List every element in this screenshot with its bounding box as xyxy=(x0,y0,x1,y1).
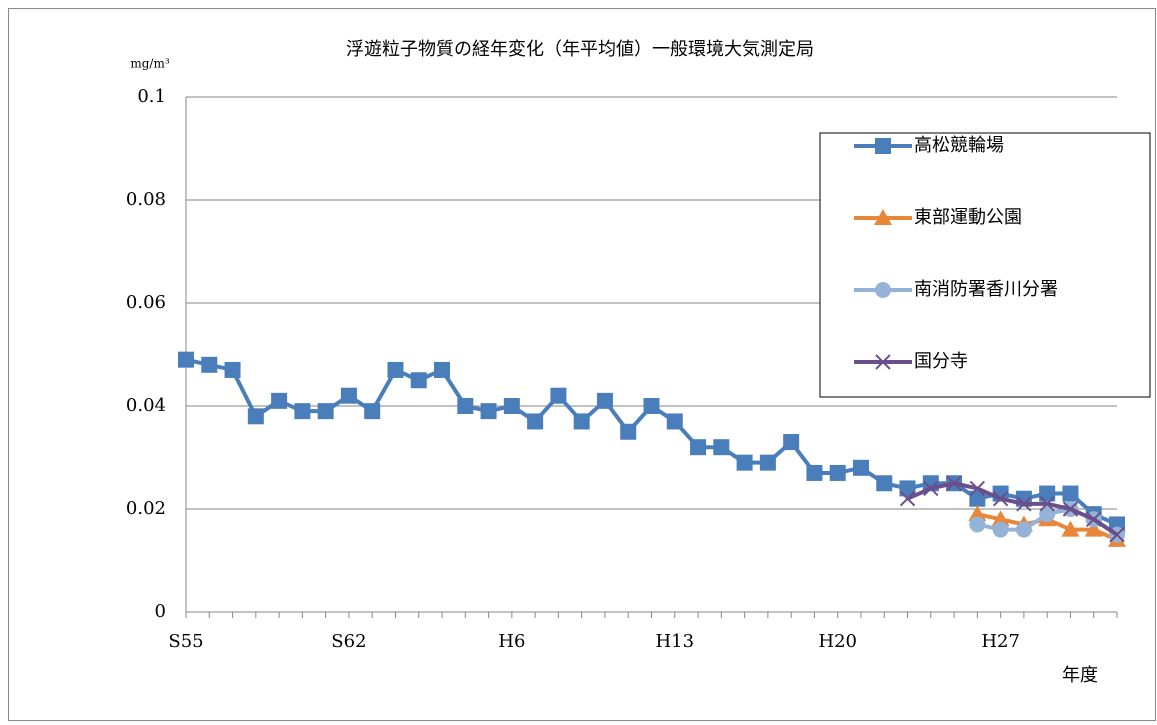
data-point xyxy=(503,398,520,414)
y-unit: mg/m³ xyxy=(130,57,169,71)
data-point xyxy=(573,413,590,430)
legend-marker xyxy=(875,354,891,370)
data-point xyxy=(410,372,427,389)
data-point xyxy=(969,480,986,497)
data-point xyxy=(899,490,916,507)
y-tick-label: 0.08 xyxy=(126,189,166,210)
data-point xyxy=(923,480,939,497)
data-point xyxy=(294,403,311,420)
legend-marker xyxy=(875,138,891,154)
data-point xyxy=(806,464,823,481)
data-point xyxy=(876,475,893,492)
series-line xyxy=(906,481,1119,537)
legend-marker xyxy=(874,209,892,225)
y-tick-label: 0.06 xyxy=(126,292,166,313)
data-point xyxy=(783,434,800,451)
x-tick-label: H13 xyxy=(655,631,694,652)
data-point xyxy=(620,423,637,440)
data-point xyxy=(713,439,730,456)
data-point xyxy=(340,387,357,404)
data-point xyxy=(969,490,986,507)
data-point xyxy=(434,361,451,378)
legend-marker xyxy=(875,282,891,298)
data-point xyxy=(201,356,218,373)
y-tick-label: 0.1 xyxy=(137,86,166,107)
legend-label: 高松競輪場 xyxy=(914,135,1004,156)
data-point xyxy=(829,464,846,481)
data-point xyxy=(992,521,1009,538)
data-point xyxy=(387,361,404,378)
data-point xyxy=(317,403,334,420)
data-point xyxy=(968,505,987,522)
data-point xyxy=(1039,496,1055,512)
data-point xyxy=(1084,520,1103,537)
legend-label: 国分寺 xyxy=(914,351,968,372)
legend-label: 南消防署香川分署 xyxy=(914,279,1058,300)
data-point xyxy=(1109,527,1125,543)
legend-box xyxy=(819,132,1151,398)
data-point xyxy=(690,439,707,456)
data-point xyxy=(666,413,683,430)
data-point xyxy=(1062,485,1079,502)
y-tick-label: 0.04 xyxy=(126,395,166,416)
data-point xyxy=(1016,496,1032,512)
data-point xyxy=(550,387,567,404)
x-tick-label: S62 xyxy=(331,631,366,652)
data-point xyxy=(1039,506,1056,523)
x-tick-label: H20 xyxy=(818,631,857,652)
data-point xyxy=(1086,511,1102,528)
data-point xyxy=(643,398,660,414)
data-point xyxy=(852,459,869,476)
data-point xyxy=(247,408,264,425)
data-point xyxy=(364,403,381,420)
data-point xyxy=(527,413,544,430)
data-point xyxy=(178,351,194,368)
x-tick-label: H27 xyxy=(981,631,1020,652)
data-point xyxy=(596,392,613,409)
data-point xyxy=(992,490,1009,507)
data-point xyxy=(271,392,288,409)
data-point xyxy=(1015,521,1032,538)
data-point xyxy=(899,480,916,497)
y-tick-label: 0 xyxy=(155,601,166,622)
x-tick-label: H6 xyxy=(498,631,525,652)
x-axis-title: 年度 xyxy=(1062,665,1098,686)
x-tick-label: S55 xyxy=(168,631,203,652)
data-point xyxy=(1061,520,1080,537)
data-point xyxy=(457,398,474,414)
data-point xyxy=(991,510,1010,527)
data-point xyxy=(969,516,986,533)
data-point xyxy=(1039,485,1056,502)
chart-title: 浮遊粒子物質の経年変化（年平均値）一般環境大気測定局 xyxy=(346,39,814,60)
data-point xyxy=(759,454,776,471)
data-point xyxy=(946,475,962,491)
legend-label: 東部運動公園 xyxy=(914,207,1022,228)
data-point xyxy=(1062,501,1079,517)
data-point xyxy=(736,454,753,471)
data-point xyxy=(480,403,497,420)
y-tick-label: 0.02 xyxy=(126,498,166,519)
data-point xyxy=(224,361,241,378)
series xyxy=(899,475,1125,543)
